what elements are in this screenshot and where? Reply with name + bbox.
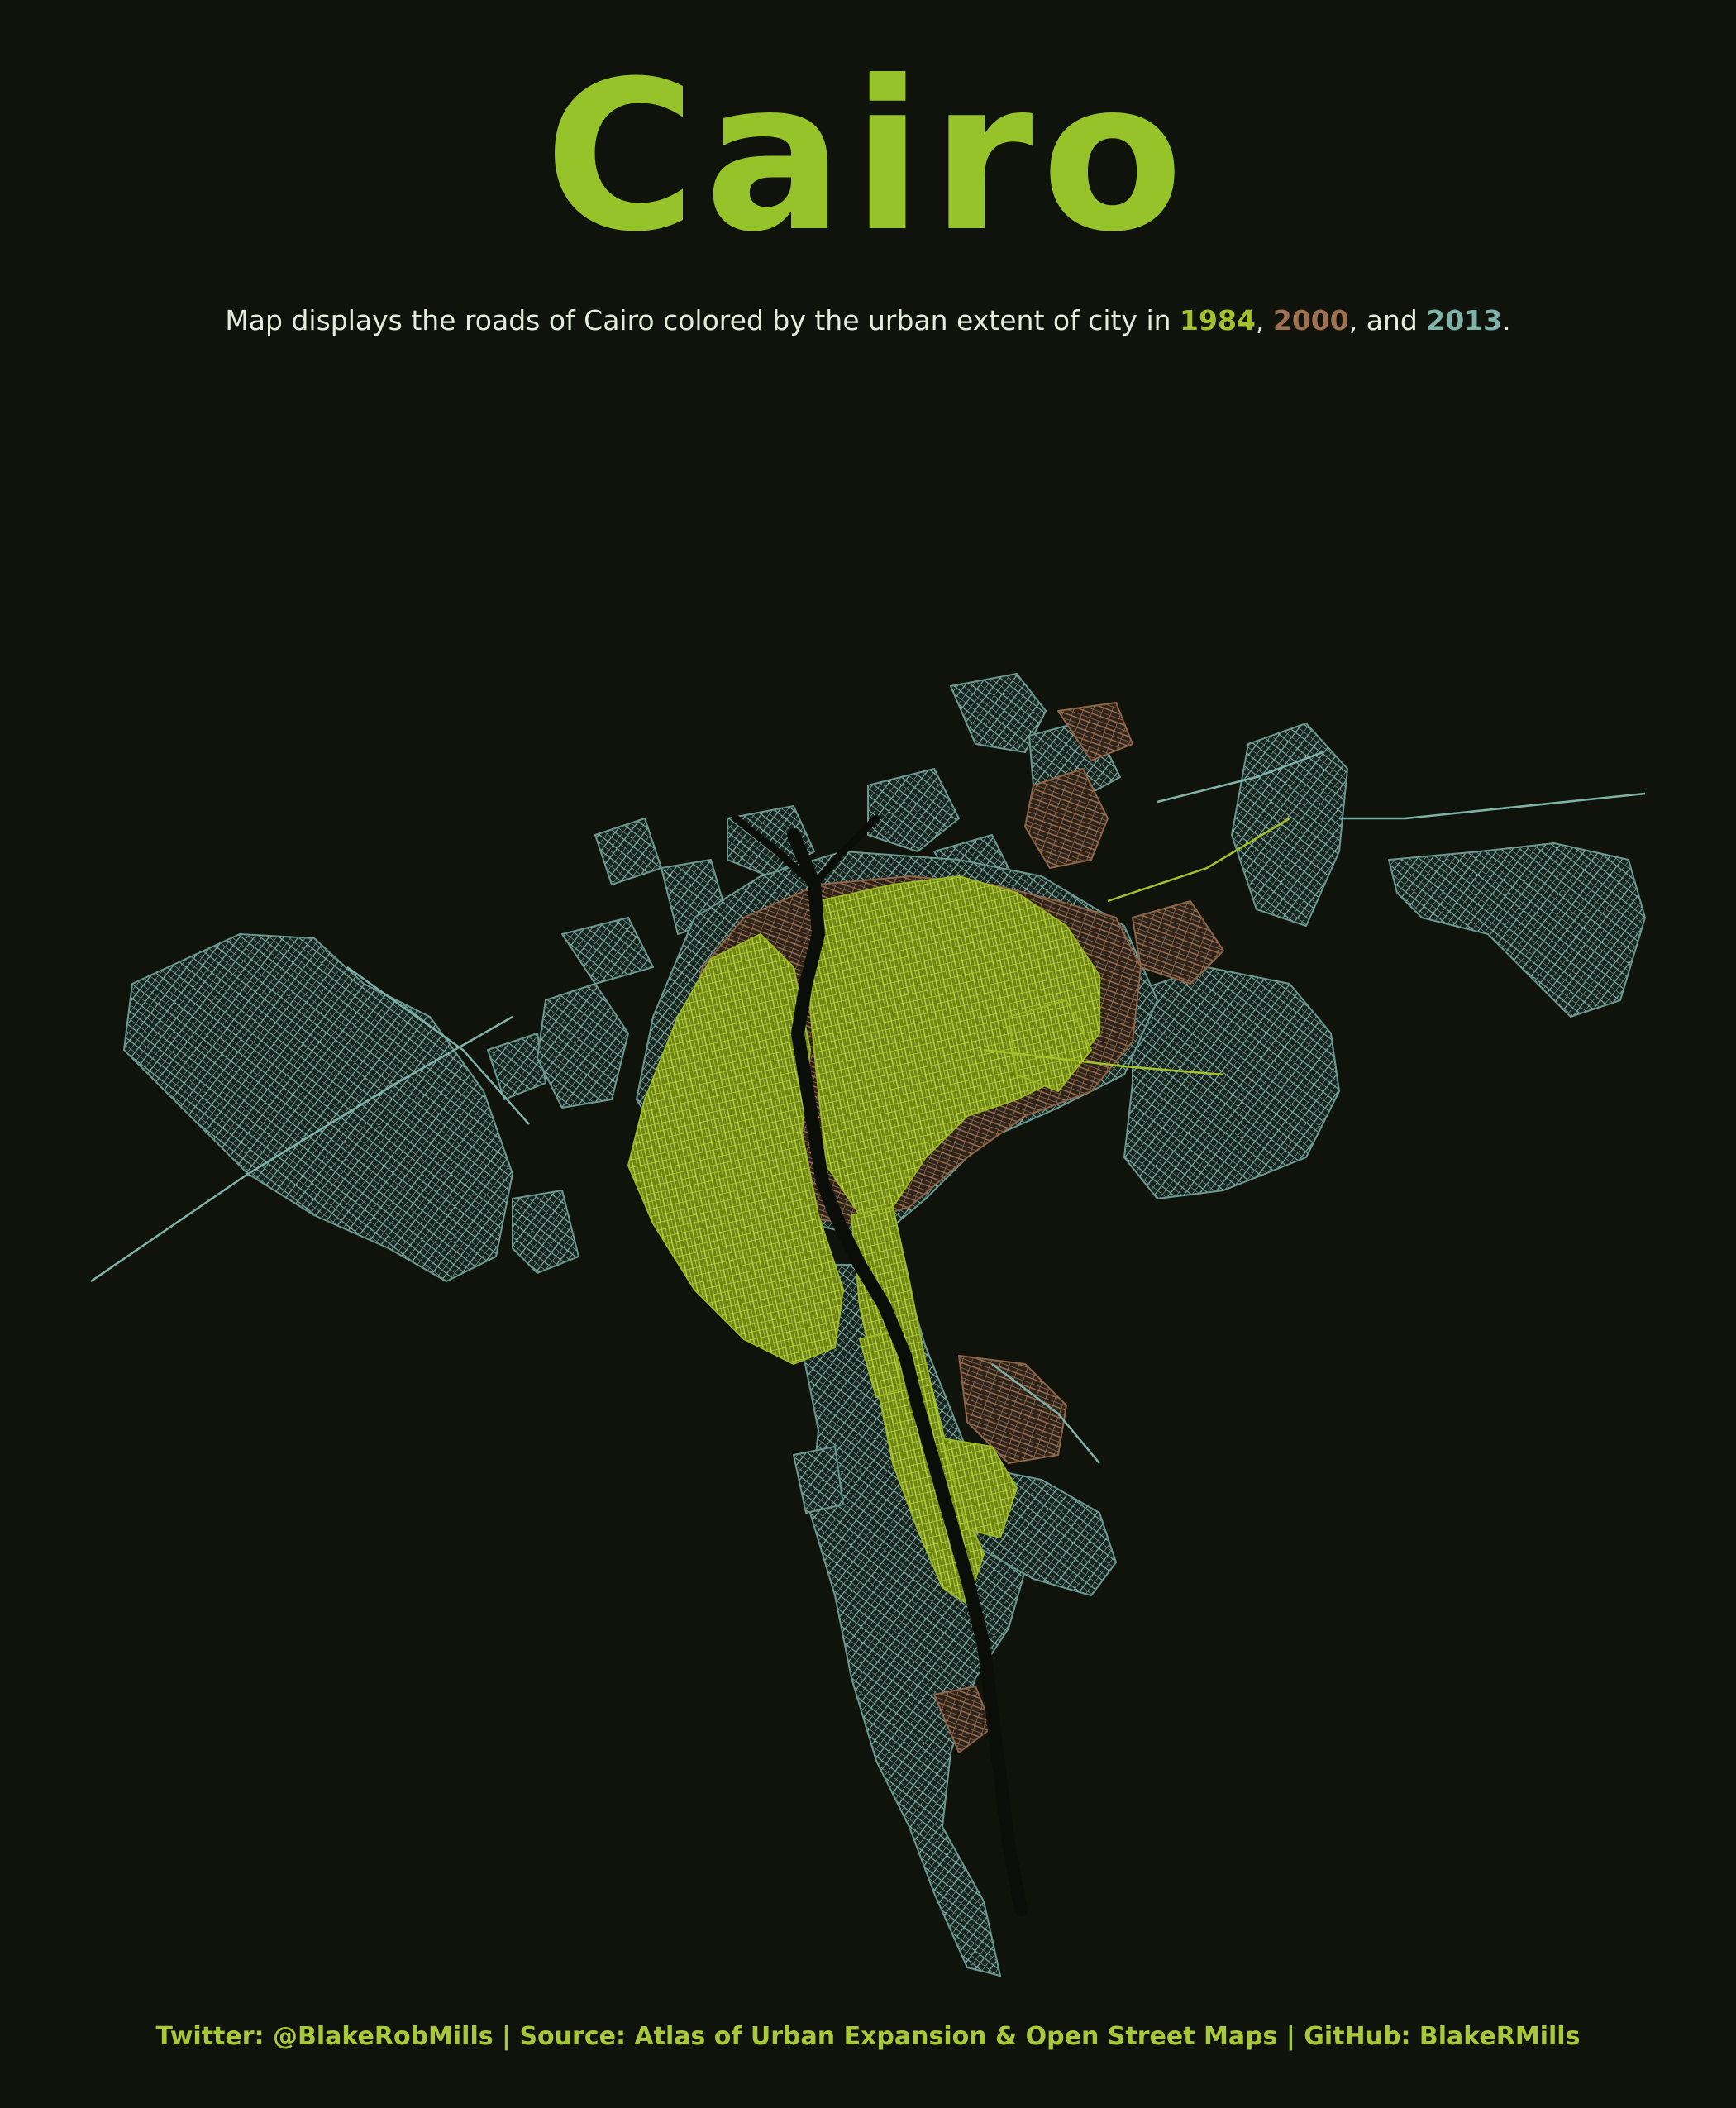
legend-year-2000: 2000: [1272, 304, 1349, 336]
subtitle-prefix: Map displays the roads of Cairo colored …: [225, 304, 1180, 336]
map-subtitle: Map displays the roads of Cairo colored …: [0, 301, 1736, 341]
legend-year-1984: 1984: [1180, 304, 1256, 336]
page-title: Cairo: [544, 36, 1192, 277]
footer-credits: Twitter: @BlakeRobMills | Source: Atlas …: [155, 2022, 1581, 2051]
subtitle-separator-1: ,: [1255, 304, 1273, 336]
nile-river-branch: [732, 814, 880, 889]
subtitle-suffix: .: [1502, 304, 1511, 336]
subtitle-separator-2: , and: [1348, 304, 1427, 336]
nile-river: [787, 828, 1028, 1916]
cairo-road-map: [90, 673, 1646, 1977]
highway-lines: [90, 751, 1646, 1464]
legend-year-2013: 2013: [1426, 304, 1503, 336]
